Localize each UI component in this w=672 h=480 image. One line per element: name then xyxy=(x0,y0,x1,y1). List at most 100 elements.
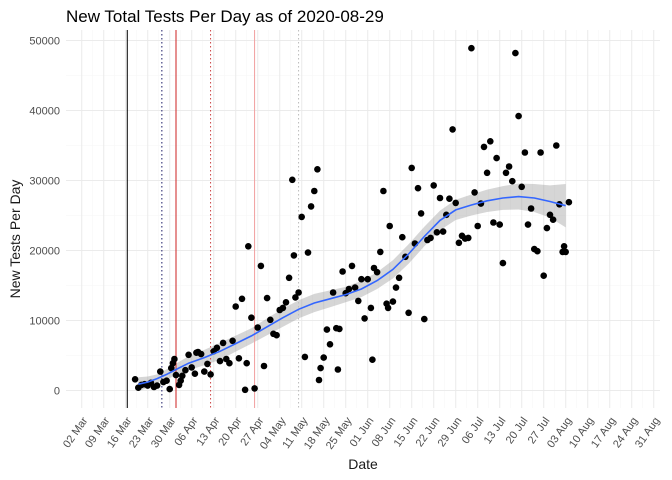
y-tick-label: 10000 xyxy=(29,316,60,328)
data-point xyxy=(216,357,224,365)
data-point xyxy=(446,195,453,202)
data-point xyxy=(527,205,535,212)
data-point xyxy=(471,189,478,196)
gridlines xyxy=(66,30,660,408)
data-point xyxy=(171,355,178,363)
data-point xyxy=(166,385,173,393)
data-point xyxy=(465,234,472,242)
data-point xyxy=(243,359,250,367)
data-point xyxy=(298,213,306,221)
data-point xyxy=(553,142,560,149)
y-tick-label: 40000 xyxy=(29,106,60,118)
data-point xyxy=(560,243,568,250)
data-point xyxy=(380,187,387,195)
data-point xyxy=(263,294,271,302)
data-point xyxy=(433,229,441,236)
data-point xyxy=(421,315,428,323)
data-point xyxy=(534,247,541,255)
data-point xyxy=(172,371,180,379)
data-point xyxy=(493,154,500,162)
data-point xyxy=(515,112,522,120)
data-point xyxy=(496,221,504,228)
data-point xyxy=(292,294,299,301)
data-point xyxy=(512,49,519,57)
data-point xyxy=(364,275,372,283)
data-point xyxy=(543,224,551,232)
y-tick-label: 30000 xyxy=(29,176,60,188)
data-point xyxy=(163,377,170,385)
data-point xyxy=(204,360,211,368)
data-point xyxy=(384,304,392,312)
data-point xyxy=(455,239,463,247)
data-point xyxy=(361,315,368,322)
data-point xyxy=(348,262,356,270)
data-point xyxy=(320,354,328,361)
data-point xyxy=(248,314,255,322)
data-point xyxy=(329,289,337,296)
data-point xyxy=(518,183,525,191)
data-point xyxy=(377,248,384,256)
y-axis-title: New Tests Per Day xyxy=(7,180,23,299)
data-point xyxy=(405,309,412,317)
data-point xyxy=(565,198,573,206)
data-point xyxy=(483,169,491,177)
reference-lines xyxy=(126,30,300,408)
data-point xyxy=(245,243,252,250)
data-point xyxy=(334,366,342,373)
data-point xyxy=(509,177,516,185)
data-point xyxy=(315,376,323,384)
data-point xyxy=(257,262,265,270)
data-point xyxy=(436,194,444,202)
data-point xyxy=(289,176,296,184)
data-point xyxy=(521,149,529,156)
data-point xyxy=(182,366,189,374)
data-point xyxy=(490,219,497,226)
data-point xyxy=(474,222,482,230)
data-point xyxy=(537,149,544,156)
data-point xyxy=(546,211,554,219)
data-point xyxy=(157,368,164,375)
data-point xyxy=(311,187,318,195)
y-tick-label: 0 xyxy=(54,386,60,398)
x-axis-title: Date xyxy=(348,456,378,472)
data-point xyxy=(188,364,195,371)
data-point xyxy=(351,284,359,291)
data-point xyxy=(282,299,290,306)
data-point xyxy=(487,138,494,145)
data-point xyxy=(452,199,460,207)
y-tick-label: 20000 xyxy=(29,246,60,258)
data-point xyxy=(238,295,246,303)
data-point xyxy=(226,359,233,367)
data-point xyxy=(229,337,236,345)
data-point xyxy=(524,221,532,228)
data-point xyxy=(235,355,243,362)
chart-title: New Total Tests Per Day as of 2020-08-29 xyxy=(66,7,384,26)
data-point xyxy=(273,331,280,339)
data-point xyxy=(197,350,205,358)
data-point xyxy=(505,163,513,170)
data-point xyxy=(251,385,258,392)
data-point xyxy=(295,289,302,296)
data-point xyxy=(290,252,298,259)
y-tick-label: 50000 xyxy=(29,36,60,48)
data-point xyxy=(323,326,331,333)
data-point xyxy=(392,284,400,291)
data-point xyxy=(417,210,425,217)
smooth-trend-line xyxy=(138,195,566,385)
data-point xyxy=(414,184,422,192)
data-point xyxy=(317,364,324,372)
data-point xyxy=(480,143,488,151)
data-point xyxy=(358,275,365,283)
data-point xyxy=(386,222,394,230)
data-point xyxy=(279,304,287,312)
data-point xyxy=(285,274,293,282)
smooth-trend xyxy=(138,195,566,385)
data-point xyxy=(355,297,362,305)
data-point xyxy=(307,203,315,210)
data-point xyxy=(232,303,239,310)
data-point xyxy=(241,386,249,394)
data-point xyxy=(502,169,510,177)
data-point xyxy=(339,268,346,275)
data-point xyxy=(301,353,309,361)
